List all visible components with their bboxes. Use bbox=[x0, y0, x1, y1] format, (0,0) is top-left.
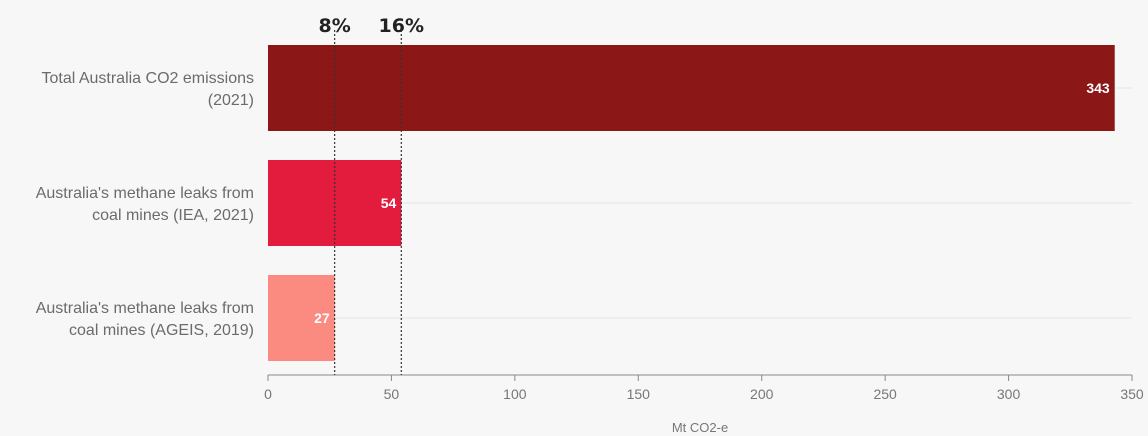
category-labels: Total Australia CO2 emissions (2021) Austr… bbox=[36, 70, 254, 339]
reference-line-label: 16% bbox=[379, 15, 424, 37]
x-tick-label: 100 bbox=[503, 386, 527, 402]
bar bbox=[268, 275, 335, 361]
category-label: Australia's methane leaks from coal mines… bbox=[36, 185, 254, 224]
x-tick-label: 150 bbox=[627, 386, 651, 402]
x-axis: 0 50 100 150 200 250 300 350 bbox=[264, 374, 1144, 402]
x-tick-label: 350 bbox=[1120, 386, 1144, 402]
reference-lines: 8% 16% bbox=[319, 15, 424, 375]
bar-value-label: 54 bbox=[381, 195, 397, 211]
x-tick-label: 50 bbox=[384, 386, 400, 402]
bar bbox=[268, 45, 1115, 131]
bars: 343 54 27 bbox=[268, 45, 1115, 361]
x-tick-label: 300 bbox=[997, 386, 1021, 402]
x-tick-label: 200 bbox=[750, 386, 774, 402]
bar-value-label: 343 bbox=[1086, 80, 1110, 96]
x-axis-label: Mt CO2-e bbox=[672, 420, 728, 435]
bar-value-label: 27 bbox=[314, 310, 330, 326]
category-label: Total Australia CO2 emissions (2021) bbox=[41, 70, 254, 109]
reference-line-label: 8% bbox=[319, 15, 351, 37]
x-tick-label: 0 bbox=[264, 386, 272, 402]
x-tick-label: 250 bbox=[873, 386, 897, 402]
category-label: Australia's methane leaks from coal mines… bbox=[36, 300, 254, 339]
